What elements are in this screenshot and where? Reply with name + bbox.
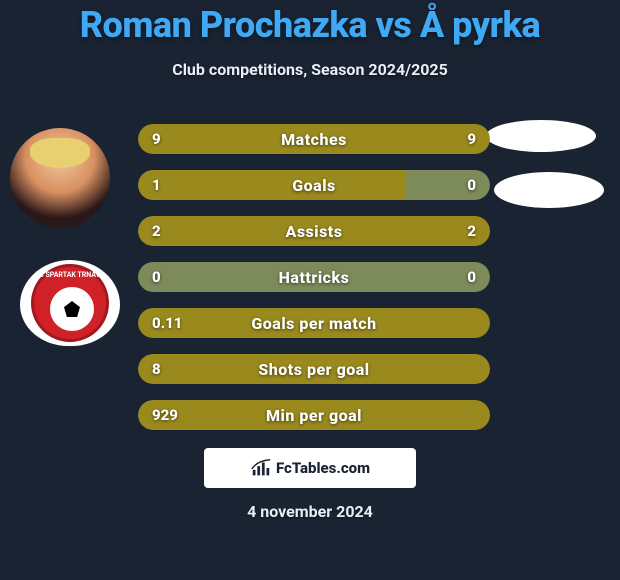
stat-label: Min per goal bbox=[138, 406, 490, 425]
stat-label: Goals bbox=[138, 176, 490, 195]
footer-brand: FcTables.com bbox=[250, 457, 370, 479]
stat-bar: 929Min per goal bbox=[138, 400, 490, 430]
player1-avatar bbox=[10, 128, 110, 228]
stat-label: Matches bbox=[138, 130, 490, 149]
subtitle: Club competitions, Season 2024/2025 bbox=[0, 60, 620, 79]
stat-label: Assists bbox=[138, 222, 490, 241]
player2-avatar-blank-1 bbox=[486, 120, 596, 152]
footer-brand-box: FcTables.com bbox=[204, 448, 416, 488]
stat-label: Goals per match bbox=[138, 314, 490, 333]
date-line: 4 november 2024 bbox=[0, 502, 620, 521]
stat-value-right: 9 bbox=[467, 130, 476, 148]
stat-bar: 8Shots per goal bbox=[138, 354, 490, 384]
stats-bars: 9Matches91Goals02Assists20Hattricks00.11… bbox=[138, 124, 490, 430]
stat-bar: 0.11Goals per match bbox=[138, 308, 490, 338]
footer-brand-text: FcTables.com bbox=[276, 459, 370, 477]
chart-icon bbox=[250, 457, 272, 479]
stat-value-right: 0 bbox=[467, 176, 476, 194]
stat-bar: 1Goals0 bbox=[138, 170, 490, 200]
stat-bar: 0Hattricks0 bbox=[138, 262, 490, 292]
stat-bar: 2Assists2 bbox=[138, 216, 490, 246]
stat-label: Shots per goal bbox=[138, 360, 490, 379]
stat-label: Hattricks bbox=[138, 268, 490, 287]
page-title: Roman Prochazka vs Å pyrka bbox=[0, 0, 620, 46]
club1-logo-text: FC SPARTAK TRNAVA bbox=[34, 271, 106, 279]
club1-logo: FC SPARTAK TRNAVA bbox=[20, 260, 120, 346]
stat-value-right: 2 bbox=[467, 222, 476, 240]
stat-bar: 9Matches9 bbox=[138, 124, 490, 154]
stat-value-right: 0 bbox=[467, 268, 476, 286]
player2-avatar-blank-2 bbox=[494, 172, 604, 208]
